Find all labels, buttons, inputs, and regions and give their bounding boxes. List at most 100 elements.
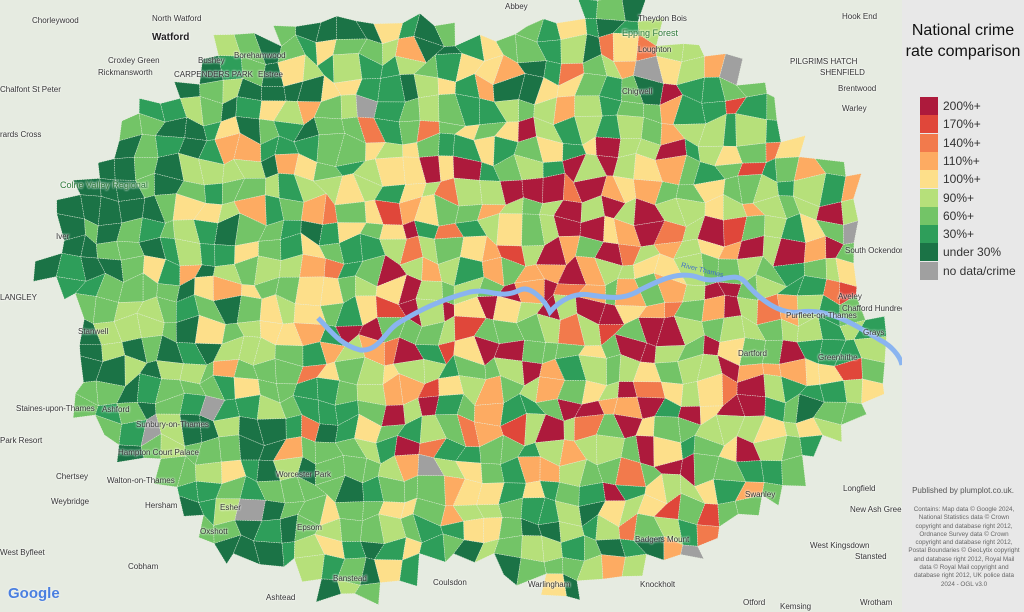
area-polygon[interactable]	[500, 393, 527, 427]
area-polygon[interactable]	[434, 236, 464, 265]
area-polygon[interactable]	[543, 60, 562, 87]
area-polygon[interactable]	[233, 377, 261, 400]
area-polygon[interactable]	[540, 573, 567, 597]
area-polygon[interactable]	[492, 54, 526, 86]
area-polygon[interactable]	[717, 500, 739, 528]
area-polygon[interactable]	[763, 214, 787, 239]
area-polygon[interactable]	[199, 414, 220, 443]
area-polygon[interactable]	[713, 479, 747, 505]
area-polygon[interactable]	[761, 482, 783, 506]
area-polygon[interactable]	[676, 77, 705, 104]
area-polygon[interactable]	[315, 39, 337, 67]
area-polygon[interactable]	[376, 254, 408, 287]
area-polygon[interactable]	[723, 216, 748, 248]
area-polygon[interactable]	[719, 76, 748, 102]
area-polygon[interactable]	[617, 264, 635, 280]
area-polygon[interactable]	[805, 358, 821, 387]
area-polygon[interactable]	[716, 414, 746, 447]
area-polygon[interactable]	[356, 384, 387, 406]
area-polygon[interactable]	[521, 339, 546, 365]
area-polygon[interactable]	[203, 121, 222, 141]
area-polygon[interactable]	[717, 281, 742, 298]
area-polygon[interactable]	[682, 284, 706, 303]
area-polygon[interactable]	[234, 212, 267, 247]
area-polygon[interactable]	[799, 434, 824, 457]
area-polygon[interactable]	[179, 96, 204, 127]
area-polygon[interactable]	[595, 136, 621, 158]
area-polygon[interactable]	[253, 540, 285, 567]
area-polygon[interactable]	[781, 454, 807, 487]
area-polygon[interactable]	[455, 52, 485, 83]
area-polygon[interactable]	[218, 434, 241, 463]
area-polygon[interactable]	[562, 172, 583, 204]
area-polygon[interactable]	[778, 358, 808, 387]
area-polygon[interactable]	[72, 178, 102, 197]
area-polygon[interactable]	[313, 117, 345, 136]
area-polygon[interactable]	[616, 100, 644, 118]
area-polygon[interactable]	[533, 116, 564, 144]
area-polygon[interactable]	[578, 482, 606, 507]
area-polygon[interactable]	[92, 296, 119, 325]
area-polygon[interactable]	[416, 132, 440, 158]
area-polygon[interactable]	[278, 197, 305, 221]
area-polygon[interactable]	[680, 544, 705, 560]
area-polygon[interactable]	[374, 142, 404, 160]
area-polygon[interactable]	[815, 219, 844, 245]
area-polygon[interactable]	[843, 378, 863, 404]
area-polygon[interactable]	[459, 235, 488, 263]
area-polygon[interactable]	[474, 375, 505, 406]
area-polygon[interactable]	[113, 312, 142, 343]
area-polygon[interactable]	[199, 243, 216, 267]
area-polygon[interactable]	[500, 413, 527, 447]
area-polygon[interactable]	[314, 518, 343, 542]
area-polygon[interactable]	[355, 295, 378, 327]
area-polygon[interactable]	[56, 213, 86, 241]
area-polygon[interactable]	[264, 194, 285, 226]
area-polygon[interactable]	[654, 138, 687, 161]
area-polygon[interactable]	[822, 278, 840, 306]
area-polygon[interactable]	[718, 435, 738, 463]
area-polygon[interactable]	[174, 238, 203, 267]
area-polygon[interactable]	[382, 38, 399, 67]
area-polygon[interactable]	[335, 325, 364, 347]
area-polygon[interactable]	[582, 33, 602, 64]
area-polygon[interactable]	[33, 252, 63, 282]
area-polygon[interactable]	[354, 582, 381, 606]
area-polygon[interactable]	[176, 455, 197, 488]
area-polygon[interactable]	[413, 35, 445, 64]
area-polygon[interactable]	[141, 335, 163, 364]
area-polygon[interactable]	[673, 299, 705, 323]
area-polygon[interactable]	[316, 361, 340, 381]
area-polygon[interactable]	[476, 482, 505, 506]
area-polygon[interactable]	[113, 156, 136, 181]
area-polygon[interactable]	[762, 363, 782, 377]
area-polygon[interactable]	[766, 93, 778, 121]
area-polygon[interactable]	[621, 75, 644, 105]
area-polygon[interactable]	[402, 142, 420, 158]
area-polygon[interactable]	[173, 81, 201, 99]
area-polygon[interactable]	[573, 414, 605, 442]
area-polygon[interactable]	[365, 142, 386, 162]
area-polygon[interactable]	[214, 244, 236, 267]
area-polygon[interactable]	[735, 142, 767, 164]
area-polygon[interactable]	[697, 145, 724, 167]
area-polygon[interactable]	[453, 177, 483, 207]
area-polygon[interactable]	[762, 339, 784, 365]
area-polygon[interactable]	[261, 499, 286, 522]
area-polygon[interactable]	[260, 135, 280, 163]
area-polygon[interactable]	[693, 161, 726, 186]
area-polygon[interactable]	[379, 224, 407, 240]
area-polygon[interactable]	[198, 514, 215, 544]
area-polygon[interactable]	[74, 293, 97, 325]
area-polygon[interactable]	[556, 18, 588, 41]
area-polygon[interactable]	[632, 381, 666, 399]
area-polygon[interactable]	[719, 315, 746, 343]
area-polygon[interactable]	[136, 312, 165, 339]
area-polygon[interactable]	[374, 199, 404, 226]
area-polygon[interactable]	[195, 480, 223, 503]
area-polygon[interactable]	[101, 341, 126, 363]
area-polygon[interactable]	[116, 444, 145, 463]
area-polygon[interactable]	[293, 554, 325, 583]
area-polygon[interactable]	[637, 17, 664, 47]
area-polygon[interactable]	[375, 424, 406, 444]
